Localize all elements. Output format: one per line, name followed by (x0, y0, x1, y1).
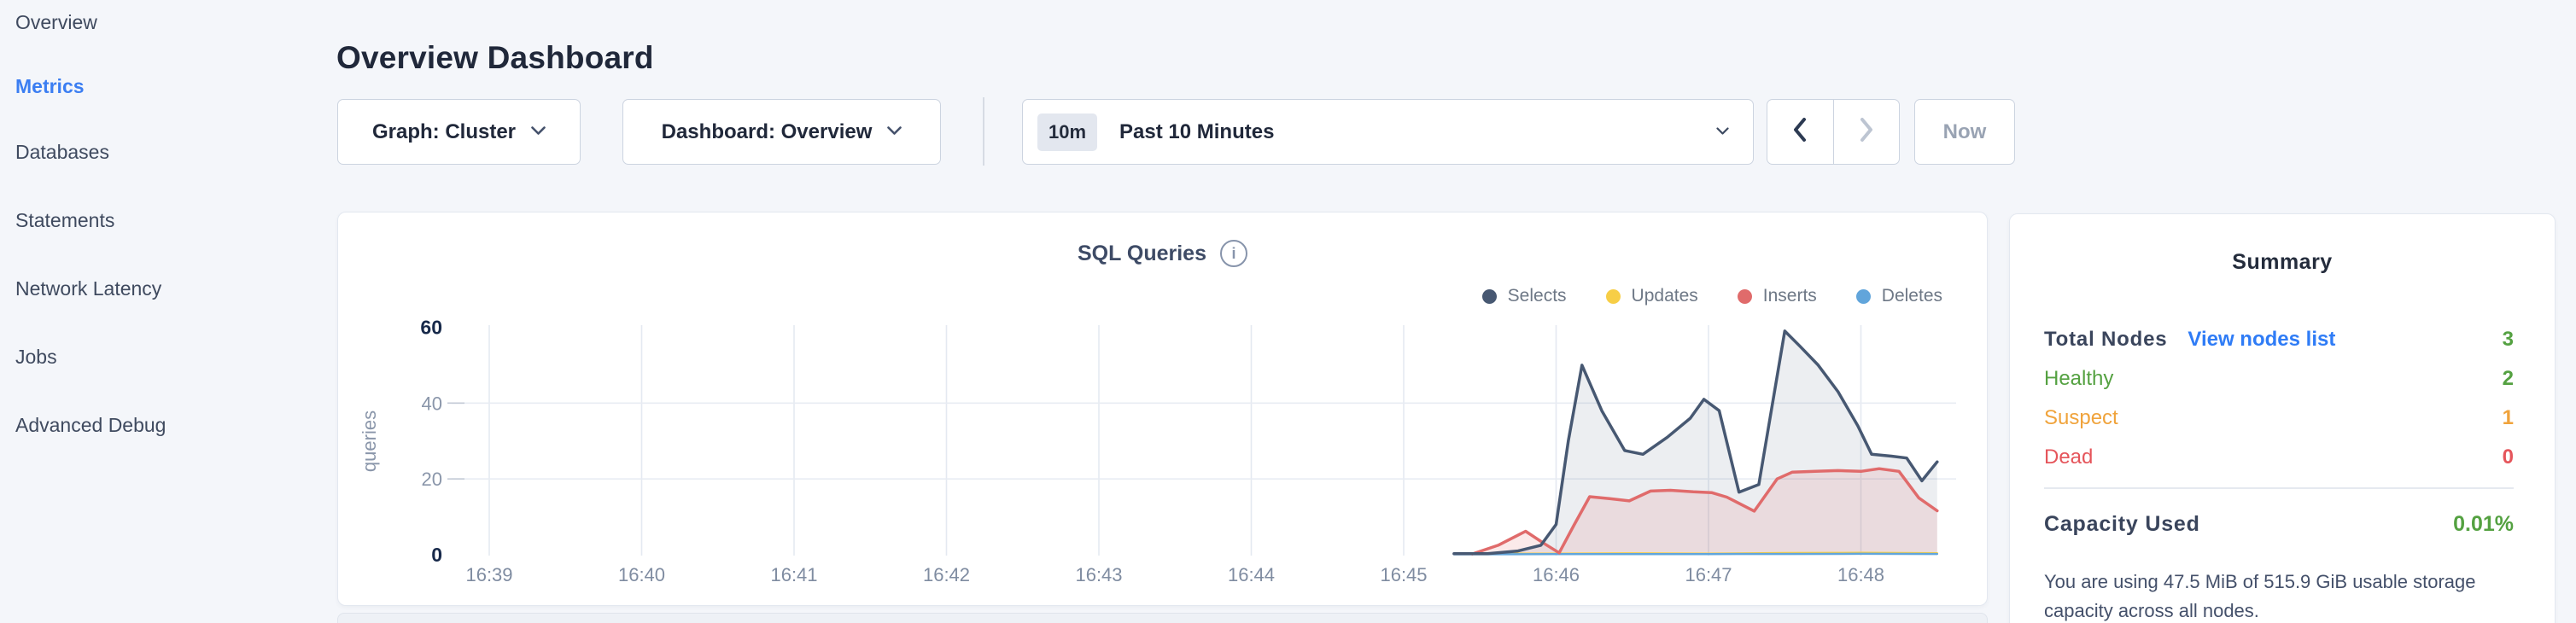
status-label: Healthy (2044, 367, 2114, 390)
svg-text:queries: queries (359, 410, 380, 472)
svg-text:16:48: 16:48 (1837, 564, 1884, 585)
total-nodes-value: 3 (2502, 328, 2514, 351)
status-value: 1 (2502, 406, 2514, 429)
total-nodes-row: Total Nodes View nodes list 3 (2044, 323, 2514, 356)
capacity-used-label: Capacity Used (2044, 512, 2200, 536)
legend-item-selects: Selects (1481, 286, 1567, 306)
dashboard-dropdown[interactable]: Dashboard: Overview (622, 99, 941, 165)
svg-text:40: 40 (422, 393, 442, 414)
legend-label: Selects (1507, 286, 1567, 306)
summary-divider (2044, 487, 2514, 489)
chart-title-row: SQL Queries i (338, 240, 1987, 267)
node-status-rows: Total Nodes View nodes list 3 Healthy 2 Suspe… (2044, 323, 2514, 480)
svg-text:16:40: 16:40 (618, 564, 665, 585)
legend-item-deletes: Deletes (1855, 286, 1942, 306)
svg-text:16:46: 16:46 (1533, 564, 1580, 585)
legend-color-dot (1855, 288, 1871, 304)
status-label: Suspect (2044, 406, 2118, 429)
dead-nodes-row: Dead 0 (2044, 441, 2514, 474)
sidebar-item-statements[interactable]: Statements (15, 209, 115, 231)
svg-text:16:42: 16:42 (923, 564, 970, 585)
next-time-button[interactable] (1834, 100, 1900, 164)
sidebar-item-network-latency[interactable]: Network Latency (15, 277, 162, 300)
dashboard-label: Dashboard: Overview (661, 119, 873, 143)
svg-text:16:39: 16:39 (465, 564, 512, 585)
sidebar-item-advanced-debug[interactable]: Advanced Debug (15, 414, 166, 436)
legend-item-updates: Updates (1605, 286, 1698, 306)
chevron-left-icon (1792, 117, 1808, 147)
status-value: 2 (2502, 367, 2514, 390)
suspect-nodes-row: Suspect 1 (2044, 402, 2514, 434)
previous-time-button[interactable] (1767, 100, 1834, 164)
capacity-used-value: 0.01% (2453, 512, 2514, 536)
healthy-nodes-row: Healthy 2 (2044, 363, 2514, 395)
chevron-down-icon (1716, 125, 1729, 140)
legend-color-dot (1737, 288, 1752, 304)
svg-text:16:47: 16:47 (1685, 564, 1732, 585)
legend-item-inserts: Inserts (1737, 286, 1817, 306)
summary-panel: Summary Total Nodes View nodes list 3 Healt… (2009, 213, 2556, 623)
legend-label: Inserts (1762, 286, 1817, 306)
chart-title: SQL Queries (1078, 241, 1206, 265)
capacity-used-row: Capacity Used 0.01% (2044, 512, 2514, 537)
legend-color-dot (1481, 288, 1497, 304)
capacity-description: You are using 47.5 MiB of 515.9 GiB usab… (2044, 571, 2476, 621)
controls-divider (983, 97, 984, 166)
status-value: 0 (2502, 445, 2514, 469)
chevron-down-icon (531, 125, 546, 140)
time-window-label: Past 10 Minutes (1119, 119, 1275, 143)
sidebar-item-databases[interactable]: Databases (15, 141, 109, 163)
legend-label: Deletes (1881, 286, 1942, 306)
legend-label: Updates (1631, 286, 1698, 306)
svg-text:16:45: 16:45 (1380, 564, 1427, 585)
svg-text:16:43: 16:43 (1075, 564, 1122, 585)
svg-text:16:44: 16:44 (1228, 564, 1275, 585)
sidebar-item-jobs[interactable]: Jobs (15, 346, 57, 368)
svg-text:20: 20 (422, 469, 442, 490)
sql-queries-chart[interactable]: 16:39 16:40 16:41 16:42 16:43 16:44 16:45 16:46… (338, 213, 1989, 607)
graph-scope-dropdown[interactable]: Graph: Cluster (337, 99, 581, 165)
legend-color-dot (1605, 288, 1621, 304)
graph-scope-label: Graph: Cluster (371, 119, 517, 143)
chevron-down-icon (887, 125, 902, 140)
sql-queries-card: 16:39 16:40 16:41 16:42 16:43 16:44 16:45 16:46… (337, 212, 1988, 606)
svg-text:60: 60 (420, 316, 442, 338)
status-label: Dead (2044, 445, 2094, 469)
svg-text:16:41: 16:41 (770, 564, 817, 585)
info-icon[interactable]: i (1220, 240, 1247, 267)
sidebar-item-metrics[interactable]: Metrics (15, 75, 85, 97)
sidebar-item-overview[interactable]: Overview (15, 11, 97, 33)
summary-title: Summary (2232, 250, 2333, 274)
page-title: Overview Dashboard (336, 39, 654, 75)
time-step-buttons (1767, 99, 1900, 165)
total-nodes-label: Total Nodes (2044, 328, 2168, 351)
time-window-badge: 10m (1037, 113, 1098, 151)
svg-text:0: 0 (431, 544, 442, 566)
time-window-select[interactable]: 10m Past 10 Minutes (1022, 99, 1754, 165)
now-button[interactable]: Now (1914, 99, 2015, 165)
chart-legend: Selects Updates Inserts Deletes (1481, 286, 1942, 306)
next-chart-card-top (337, 613, 1988, 623)
chevron-right-icon (1859, 117, 1874, 147)
view-nodes-list-link[interactable]: View nodes list (2188, 328, 2336, 351)
sidebar: Overview Metrics Databases Statements Networ… (0, 0, 307, 623)
